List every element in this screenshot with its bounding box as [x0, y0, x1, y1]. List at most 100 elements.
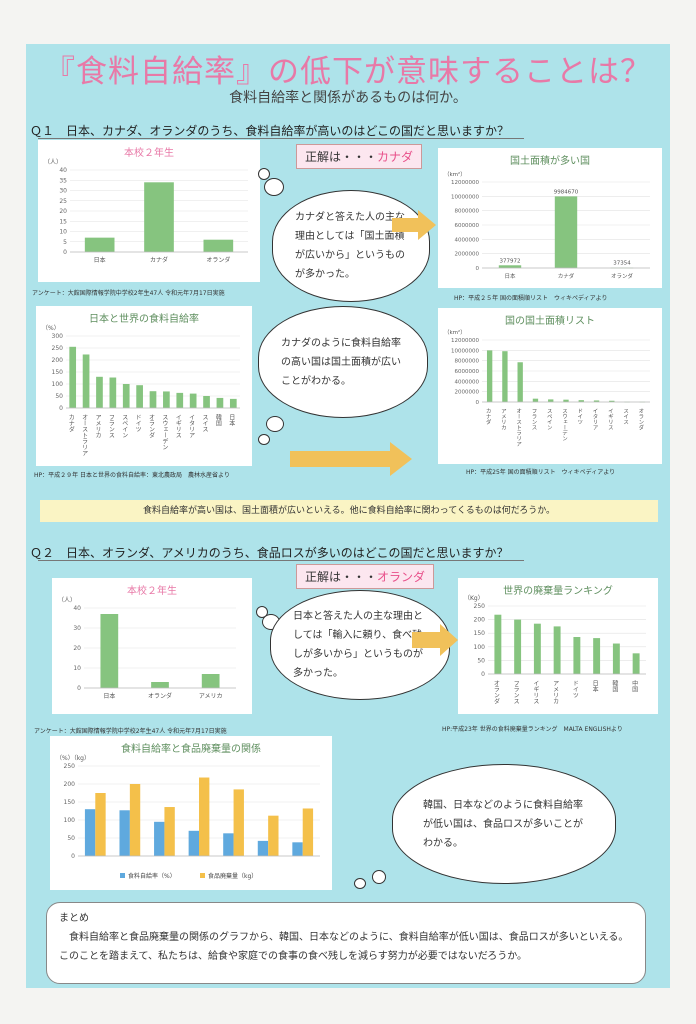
tick-label-x: オランダ	[637, 408, 644, 432]
tick-label-x: フランス	[512, 680, 519, 704]
tick-label-y: 300	[52, 333, 64, 340]
tick-label-x: イタリア	[592, 408, 599, 430]
tick-label-x: 日本	[228, 414, 235, 427]
tick-label-x: オランダ	[148, 414, 155, 439]
axis-label-y: （%）	[42, 325, 60, 332]
bar	[517, 362, 523, 402]
tick-label-x: イギリス	[532, 680, 539, 704]
tick-label-y: 8000000	[455, 209, 480, 215]
bar	[216, 397, 224, 408]
page-subtitle: 食料自給率と関係があるものは何か。	[229, 90, 467, 106]
tick-label-y: 250	[474, 603, 486, 610]
chart-relationship: 食料自給率と食品廃棄量の関係 （%）（kg） 0 50 100 150 200 250 食料自給…	[56, 742, 320, 880]
chart-panel-1: 本校２年生 （人） 0 5 10 15 20 25 30 35 40 日本 カナダ オランダ	[38, 140, 260, 282]
summary-heading: まとめ	[59, 913, 89, 924]
tick-label-x: カナダ	[150, 256, 168, 264]
tick-label-x: オランダ	[206, 256, 230, 264]
legend-label: 食料自給率（%）	[128, 872, 176, 880]
answer-prefix: 正解は・・・	[305, 150, 378, 164]
banner: 食料自給率が高い国は、国土面積が広いといえる。他に食料自給率に関わってくるものは…	[40, 500, 658, 522]
tick-label-x: 日本	[94, 256, 106, 264]
tick-label-x: 韓国	[611, 679, 618, 693]
chart-panel-2: 国土面積が多い国 （km²） 0 2000000 4000000 6000000 80000…	[438, 148, 662, 288]
tick-label-y: 200	[474, 617, 486, 624]
tick-label-y: 150	[52, 369, 64, 376]
thought-bubble-dot	[258, 168, 270, 180]
bar	[203, 239, 234, 252]
data-label: 37354	[613, 261, 631, 267]
bar	[632, 653, 640, 674]
bar	[84, 237, 115, 252]
bar	[201, 674, 220, 688]
answer-value: オランダ	[377, 570, 426, 584]
chart-land-area-list: 国の国土面積リスト （km²） 0 2000000 4000000 6000000 8000…	[444, 314, 650, 447]
bar	[593, 638, 601, 674]
thought-bubble-dot	[372, 870, 386, 884]
tick-label-x: スウェーデン	[561, 408, 568, 442]
bar	[533, 623, 541, 674]
chart-panel-3: 日本と世界の食料自給率 （%） 0 50 100 150 200 250 300 カナダ オーストラ…	[36, 306, 252, 466]
tick-label-y: 25	[59, 198, 67, 205]
tick-label-y: 10	[73, 665, 81, 672]
bar	[122, 384, 130, 408]
chart-panel-7: 食料自給率と食品廃棄量の関係 （%）（kg） 0 50 100 150 200 250 食料自給…	[50, 736, 332, 890]
bar	[223, 833, 234, 856]
answer-box-q1: 正解は・・・カナダ	[296, 144, 423, 169]
tick-label-y: 35	[59, 177, 67, 184]
bar	[302, 808, 314, 856]
tick-label-y: 6000000	[455, 369, 480, 375]
bar	[176, 392, 184, 408]
chart-panel-6: 世界の廃棄量ランキング （Kg） 0 50 100 150 200 250 オランダ フランス イギ…	[458, 578, 658, 714]
tick-label-x: フランス	[107, 414, 114, 438]
tick-label-x: オランダ	[148, 692, 172, 700]
bar	[149, 391, 157, 408]
tick-label-x: スイス	[201, 414, 208, 432]
tick-label-y: 0	[476, 400, 480, 406]
bar	[136, 385, 143, 408]
axis-label-y: （人）	[44, 159, 62, 166]
cloud-conclusion-q1: カナダのように食料自給率の高い国は国土面積が広いことがわかる。	[258, 306, 428, 418]
bar	[268, 815, 279, 856]
tick-label-y: 10000000	[451, 194, 479, 200]
tick-label-x: オーストラリア	[515, 408, 522, 447]
tick-label-y: 20	[59, 208, 67, 215]
data-label: 9984670	[554, 189, 579, 195]
axis-label-y: （km²）	[444, 171, 466, 178]
bar	[494, 614, 502, 674]
bar	[203, 396, 210, 408]
tick-label-x: オランダ	[611, 272, 634, 280]
tick-label-y: 30	[59, 188, 67, 195]
caption-self-sufficiency: HP：平成２９年 日本と世界の食料自給率：東北農政局 農林水産省より	[34, 472, 230, 479]
tick-label-x: 日本	[103, 692, 115, 700]
tick-label-y: 100	[474, 644, 486, 651]
bar	[82, 354, 90, 408]
tick-label-y: 12000000	[451, 338, 479, 344]
answer-box-q2: 正解は・・・オランダ	[296, 564, 435, 589]
caption-survey-q1: アンケート：大館国際情報学院中学校2年生47人 令和元年7月17日実施	[32, 290, 225, 297]
chart-title: 国の国土面積リスト	[505, 314, 595, 327]
tick-label-x: 中国	[631, 679, 638, 693]
tick-label-y: 100	[64, 817, 76, 824]
axis-label-y: （人）	[58, 597, 76, 604]
chart-title: 日本と世界の食料自給率	[89, 312, 199, 325]
question-1-underline	[38, 138, 524, 139]
thought-bubble-dot	[266, 416, 284, 432]
tick-label-y: 4000000	[455, 237, 480, 243]
tick-label-y: 0	[63, 249, 67, 256]
question-2-underline	[38, 560, 524, 561]
bar	[189, 393, 197, 408]
legend-label: 食品廃棄量（kg）	[208, 872, 257, 880]
tick-label-x: イギリス	[607, 408, 614, 430]
tick-label-x: アメリカ	[500, 408, 507, 431]
poster: 『食料自給率』の低下が意味することは？ 食料自給率と関係があるものは何か。 Ｑ１…	[26, 44, 670, 988]
bar	[563, 399, 569, 402]
tick-label-x: オランダ	[492, 680, 499, 705]
bar	[554, 196, 578, 268]
tick-label-y: 0	[59, 405, 63, 412]
tick-label-y: 200	[52, 357, 64, 364]
chart-title: 食料自給率と食品廃棄量の関係	[121, 742, 261, 755]
tick-label-x: スペイン	[121, 414, 128, 438]
caption-land-area-3: HP：平成２５年 国の面積順リスト ウィキペディアより	[454, 295, 608, 302]
tick-label-x: フランス	[530, 408, 537, 431]
thought-bubble-dot	[264, 178, 284, 196]
